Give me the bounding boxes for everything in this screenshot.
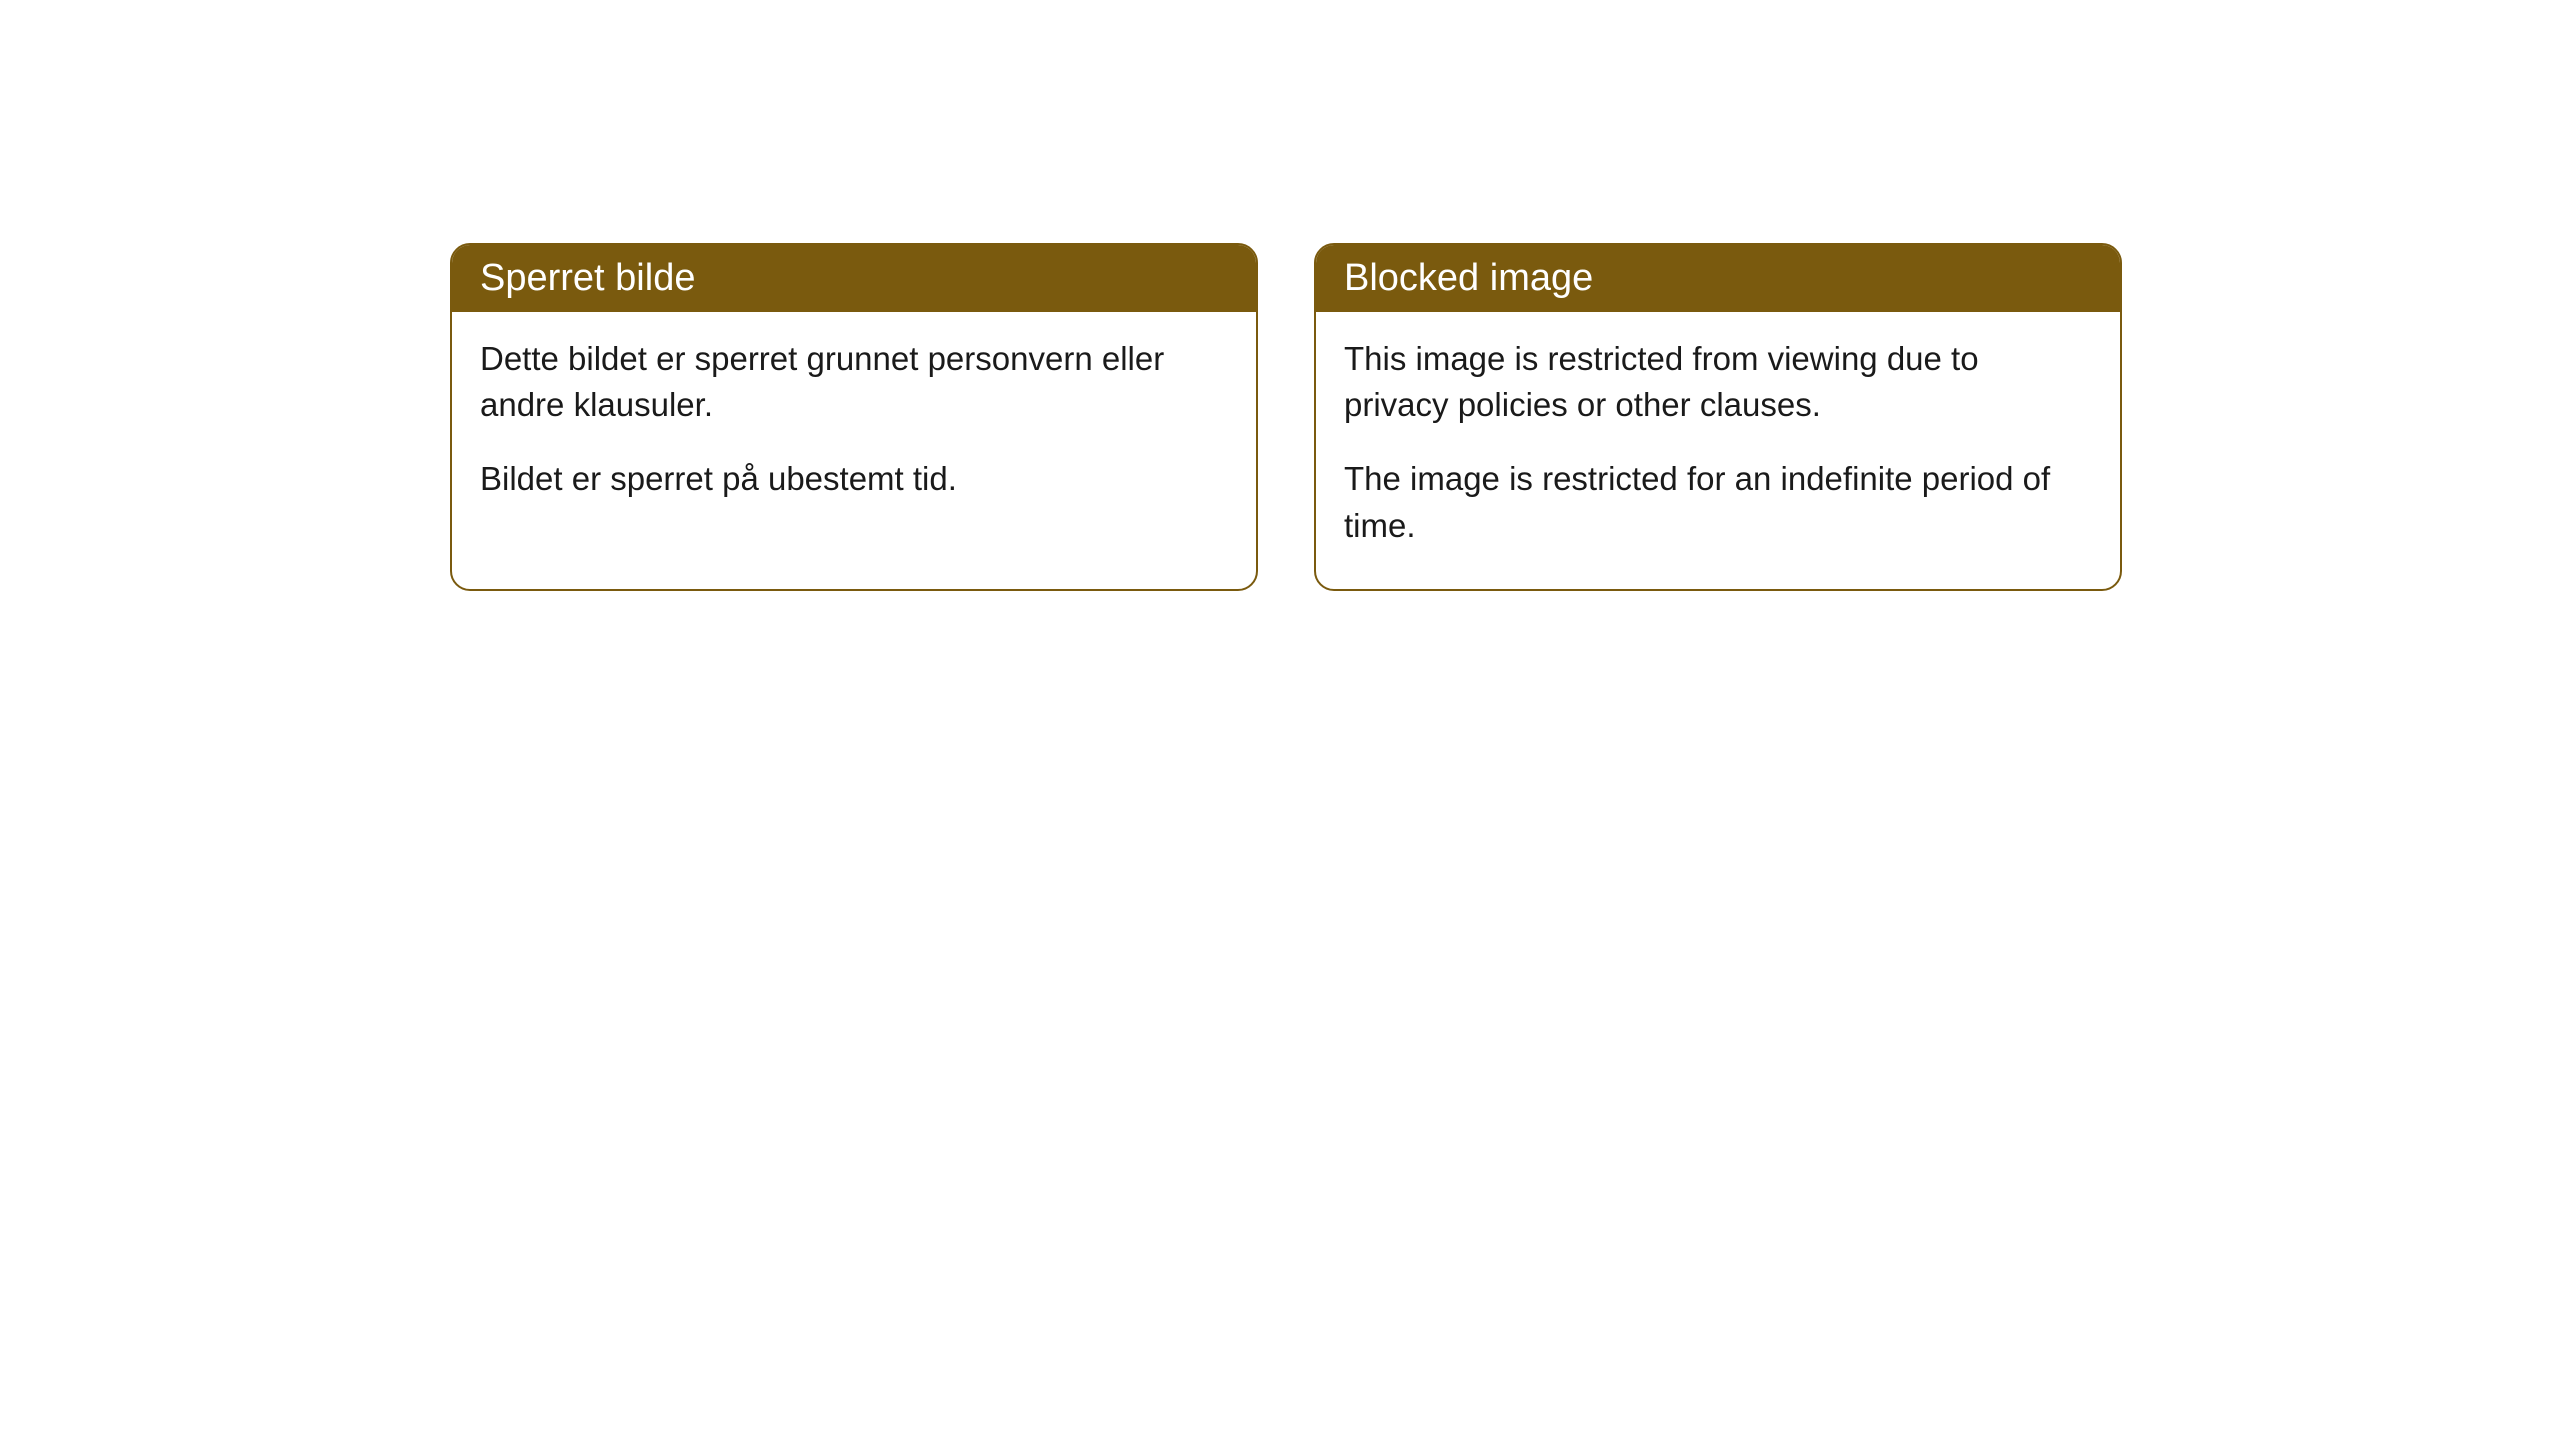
card-header-norwegian: Sperret bilde bbox=[452, 245, 1256, 312]
paragraph-2-norwegian: Bildet er sperret på ubestemt tid. bbox=[480, 456, 1228, 502]
card-body-english: This image is restricted from viewing du… bbox=[1316, 312, 2120, 589]
card-english: Blocked image This image is restricted f… bbox=[1314, 243, 2122, 591]
cards-container: Sperret bilde Dette bildet er sperret gr… bbox=[450, 243, 2122, 591]
paragraph-1-norwegian: Dette bildet er sperret grunnet personve… bbox=[480, 336, 1228, 428]
card-header-english: Blocked image bbox=[1316, 245, 2120, 312]
card-norwegian: Sperret bilde Dette bildet er sperret gr… bbox=[450, 243, 1258, 591]
paragraph-1-english: This image is restricted from viewing du… bbox=[1344, 336, 2092, 428]
paragraph-2-english: The image is restricted for an indefinit… bbox=[1344, 456, 2092, 548]
card-body-norwegian: Dette bildet er sperret grunnet personve… bbox=[452, 312, 1256, 543]
